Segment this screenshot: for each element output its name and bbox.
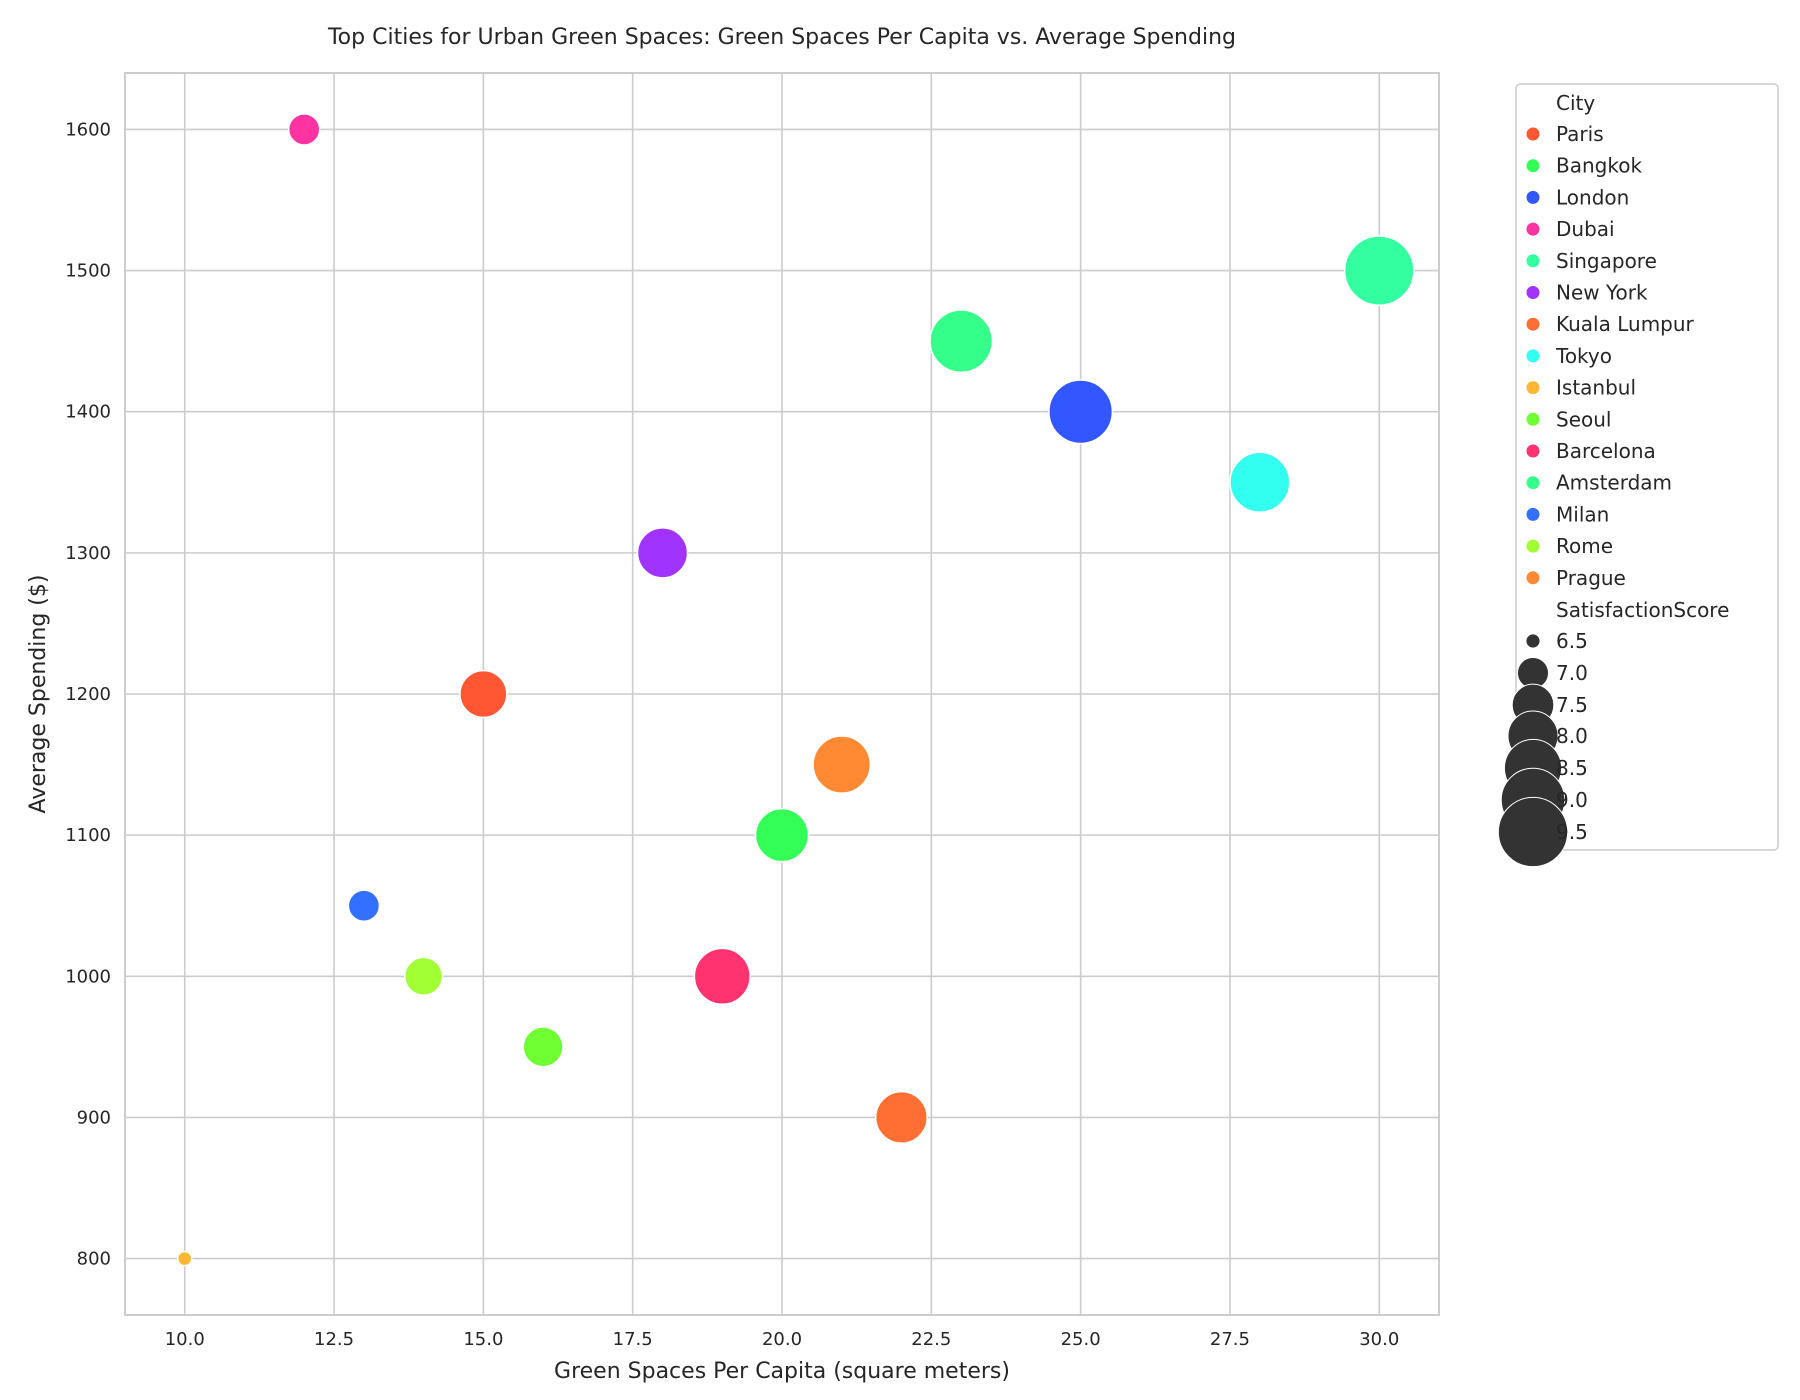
data-point-bangkok [754,807,810,863]
data-point-paris [459,669,508,719]
legend-label: Rome [1556,534,1613,558]
x-tick-labels: 10.0 12.5 15.0 17.5 20.0 22.5 25.0 27.5 30.0 [165,1329,1400,1350]
x-tick-label: 25.0 [1061,1329,1101,1350]
y-tick-label: 1200 [65,684,111,705]
legend-marker [1525,189,1541,205]
legend-label: Istanbul [1556,376,1636,400]
y-tick-label: 900 [77,1107,111,1128]
legend-label: Tokyo [1555,344,1612,368]
data-point-barcelona [693,947,751,1005]
legend-size-label: 9.5 [1556,820,1588,844]
data-point-tokyo [1229,451,1291,513]
x-tick-label: 15.0 [463,1329,503,1350]
legend-city-entries: Paris Bangkok London Dubai Singapore New York… [1525,122,1695,590]
legend-size-label: 8.5 [1556,756,1588,780]
y-tick-label: 1300 [65,543,111,564]
legend-size-label: 6.5 [1556,629,1588,653]
data-point-london [1048,379,1114,445]
legend-label: Kuala Lumpur [1556,312,1695,336]
legend-marker [1525,253,1541,269]
legend-marker [1525,475,1541,491]
legend-title-city: City [1556,91,1595,115]
legend-marker [1525,411,1541,427]
x-tick-label: 12.5 [314,1329,354,1350]
legend-size-entries: 6.5 7.0 7.5 8.0 8.5 9.0 9.5 [1497,629,1588,868]
legend-marker [1525,221,1541,237]
legend-size-label: 8.0 [1556,724,1588,748]
legend-marker [1525,570,1541,586]
legend-label: Singapore [1556,249,1657,273]
x-axis-label: Green Spaces Per Capita (square meters) [554,1359,1010,1384]
legend-size-label: 7.0 [1556,661,1588,685]
data-points [176,113,1415,1267]
legend-size-label: 9.0 [1556,788,1588,812]
legend-label: London [1556,185,1629,209]
x-tick-label: 22.5 [911,1329,951,1350]
y-tick-label: 1500 [65,261,111,282]
plot-frame [124,72,1440,1316]
y-tick-labels: 800 900 1000 1100 1200 1300 1400 1500 1600 [65,119,111,1269]
data-point-milan [347,889,381,923]
legend-marker [1525,380,1541,396]
legend-marker [1525,443,1541,459]
legend-label: Bangkok [1556,154,1642,178]
x-tick-label: 27.5 [1210,1329,1250,1350]
legend-marker [1525,348,1541,364]
y-tick-label: 1100 [65,825,111,846]
legend-marker [1525,285,1541,300]
x-tick-label: 17.5 [613,1329,653,1350]
legend-marker [1525,316,1541,332]
legend-label: Amsterdam [1556,471,1672,495]
data-point-new-york [636,527,689,579]
legend-label: Paris [1556,122,1604,146]
data-point-kuala-lumpur [874,1090,928,1144]
data-point-singapore [1343,235,1415,306]
y-tick-label: 1400 [65,402,111,423]
y-tick-label: 1000 [65,966,111,987]
legend-size-marker [1525,633,1541,649]
legend-label: Seoul [1556,407,1611,431]
y-tick-label: 800 [77,1249,111,1270]
legend-label: New York [1556,281,1648,305]
x-tick-label: 30.0 [1359,1329,1399,1350]
legend-size-label: 7.5 [1556,693,1588,717]
data-point-prague [812,735,872,794]
data-point-rome [404,956,444,996]
legend-marker [1525,158,1541,174]
data-point-amsterdam [929,309,994,374]
y-tick-label: 1600 [65,119,111,140]
legend-marker [1525,538,1541,554]
legend-title-satisfaction: SatisfactionScore [1556,598,1729,622]
data-point-dubai [287,113,321,146]
data-point-seoul [522,1026,564,1068]
x-tick-label: 10.0 [165,1329,205,1350]
legend-label: Dubai [1556,217,1615,241]
x-tick-label: 20.0 [762,1329,802,1350]
legend-label: Prague [1556,566,1626,590]
y-axis-label: Average Spending ($) [26,575,51,814]
legend: City Paris Bangkok London Dubai Singapore New… [1497,83,1779,868]
legend-size-marker [1497,796,1569,868]
chart-title: Top Cities for Urban Green Spaces: Green… [327,25,1236,50]
legend-marker [1525,126,1541,142]
data-point-istanbul [176,1250,193,1267]
legend-marker [1525,506,1541,522]
legend-label: Barcelona [1556,439,1656,463]
legend-frame [1515,83,1779,851]
legend-label: Milan [1556,502,1609,526]
